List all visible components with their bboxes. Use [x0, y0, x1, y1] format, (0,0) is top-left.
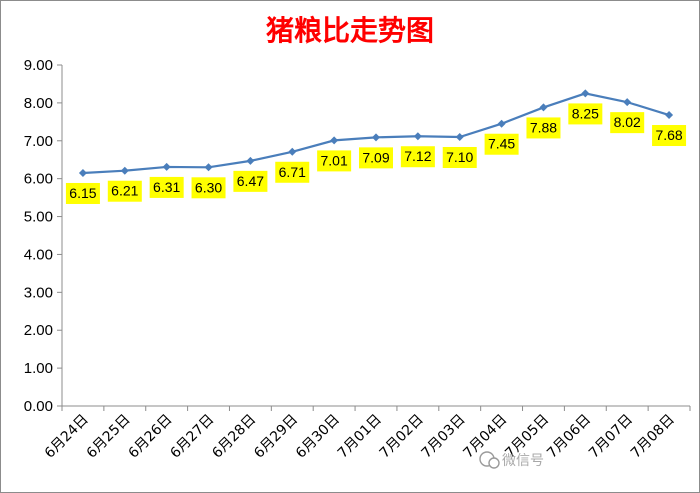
wechat-icon: [479, 451, 500, 469]
data-label: 7.45: [484, 133, 519, 155]
data-label-text: 7.09: [362, 149, 389, 165]
y-tick-label: 0.00: [24, 398, 53, 415]
data-label-bg: [652, 125, 687, 147]
y-tick-label: 1.00: [24, 360, 53, 377]
data-label: 7.68: [652, 125, 687, 147]
watermark-text: 微信号: [502, 453, 544, 469]
x-tick-label: 6月30日: [293, 412, 343, 462]
data-label-text: 6.47: [237, 173, 264, 189]
data-label-text: 6.71: [279, 164, 306, 180]
data-point: [78, 168, 87, 177]
data-label: 7.88: [526, 117, 561, 139]
x-tick-label: 7月08日: [628, 412, 678, 462]
data-label: 6.15: [65, 182, 100, 204]
x-tick-label: 6月29日: [251, 412, 301, 462]
x-tick-label: 6月27日: [167, 412, 217, 462]
data-label-text: 7.12: [404, 148, 431, 164]
data-label: 7.09: [359, 147, 393, 169]
data-point: [455, 132, 464, 141]
data-point: [120, 166, 129, 175]
data-label: 6.31: [149, 176, 184, 198]
x-tick-label: 7月01日: [335, 412, 385, 462]
data-label-text: 6.21: [111, 183, 138, 199]
data-label-text: 7.10: [446, 149, 473, 165]
data-label-text: 7.45: [488, 136, 515, 152]
x-tick-label: 6月24日: [42, 412, 92, 462]
data-label-bg: [233, 170, 268, 192]
data-point: [372, 133, 380, 142]
y-tick-label: 7.00: [24, 133, 53, 150]
data-point: [539, 103, 548, 112]
y-tick-label: 3.00: [24, 284, 53, 301]
data-label-bg: [359, 147, 393, 169]
y-tick-label: 8.00: [24, 95, 53, 112]
data-label-text: 7.68: [655, 127, 682, 143]
data-label-text: 8.25: [572, 105, 599, 121]
x-tick-label: 7月02日: [377, 412, 427, 462]
data-label-text: 6.31: [153, 179, 180, 195]
data-label-bg: [65, 182, 100, 204]
data-point: [623, 98, 632, 107]
data-label-text: 8.02: [614, 114, 641, 130]
data-label-bg: [275, 161, 310, 183]
data-label-bg: [149, 176, 184, 198]
data-point: [204, 163, 213, 172]
data-label: 7.01: [317, 150, 352, 172]
data-label-bg: [610, 112, 645, 134]
data-label-bg: [107, 180, 142, 202]
series-line: [78, 89, 674, 177]
data-label: 6.71: [275, 161, 310, 183]
data-label-bg: [442, 146, 477, 168]
data-label: 7.12: [400, 146, 435, 168]
data-label-bg: [400, 146, 435, 168]
x-tick-label: 6月26日: [125, 412, 175, 462]
data-label: 6.30: [191, 177, 226, 199]
data-label: 6.21: [107, 180, 142, 202]
data-point: [288, 147, 297, 156]
data-label: 7.10: [442, 146, 477, 168]
y-tick-label: 4.00: [24, 246, 53, 263]
data-label: 8.25: [568, 103, 603, 125]
data-label-bg: [568, 103, 603, 125]
data-label-bg: [526, 117, 561, 139]
y-tick-label: 2.00: [24, 322, 53, 339]
data-point: [330, 136, 339, 145]
x-tick-label: 6月25日: [84, 412, 134, 462]
data-label: 6.47: [233, 170, 268, 192]
x-tick-label: 7月06日: [544, 412, 594, 462]
data-label-text: 6.15: [69, 185, 96, 201]
chart-title: 猪粮比走势图: [266, 14, 434, 47]
data-point: [497, 119, 506, 128]
y-tick-label: 9.00: [24, 57, 53, 74]
data-label-bg: [484, 133, 519, 155]
data-label: 8.02: [610, 112, 645, 134]
y-tick-label: 5.00: [24, 209, 53, 226]
data-label-bg: [317, 150, 352, 172]
watermark: 微信号: [479, 451, 544, 469]
data-labels: 6.15 6.21 6.31 6.30 6.47 6.71 7.01 7.09 7.12 7.10…: [65, 103, 687, 204]
data-label-bg: [191, 177, 226, 199]
x-tick-label: 6月28日: [209, 412, 259, 462]
data-point: [581, 89, 590, 98]
data-label-text: 7.01: [321, 152, 348, 168]
data-point: [413, 132, 422, 141]
data-point: [246, 156, 255, 165]
x-tick-label: 7月07日: [586, 412, 636, 462]
x-tick-label: 7月03日: [419, 412, 469, 462]
y-tick-label: 6.00: [24, 171, 53, 188]
data-label-text: 7.88: [530, 119, 557, 135]
data-point: [665, 111, 674, 120]
data-label-text: 6.30: [195, 179, 222, 195]
data-point: [162, 162, 171, 171]
